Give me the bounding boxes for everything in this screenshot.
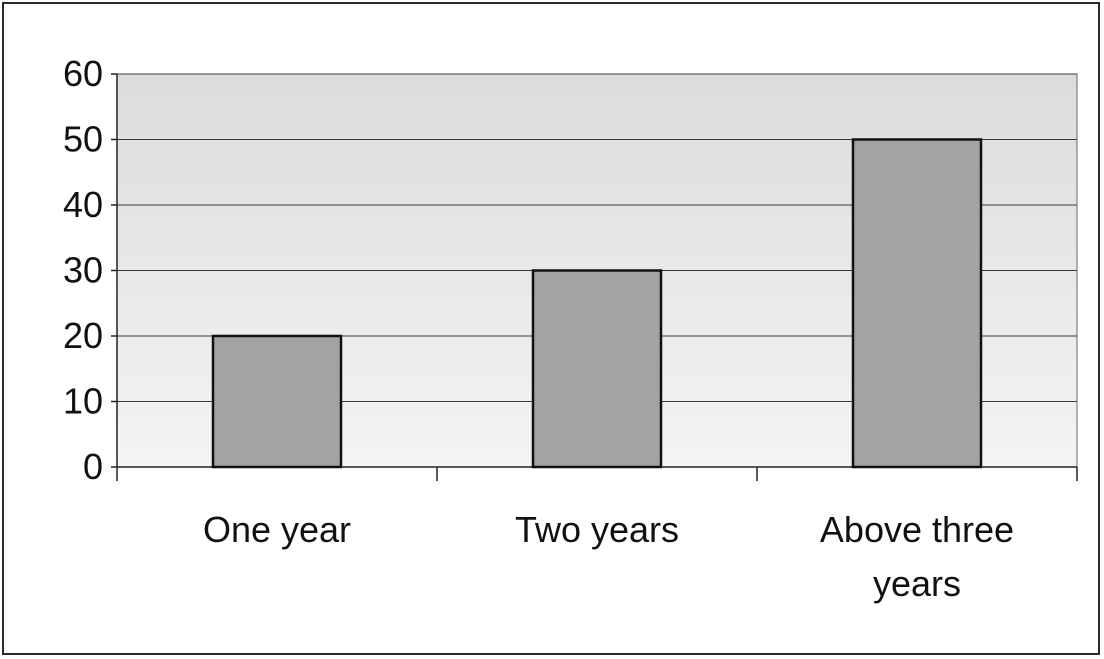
- y-tick-label: 30: [63, 250, 103, 291]
- y-tick-label: 60: [63, 53, 103, 94]
- y-tick-label: 0: [83, 446, 103, 487]
- bar-1: [211, 334, 343, 469]
- y-tick-label: 20: [63, 315, 103, 356]
- y-tick-label: 10: [63, 381, 103, 422]
- category-label: One year: [203, 509, 351, 550]
- y-tick-label: 50: [63, 119, 103, 160]
- category-label: Two years: [515, 509, 679, 550]
- bar-2: [531, 269, 663, 469]
- category-labels: One year Two years Above three years: [203, 509, 1014, 604]
- bar-3: [851, 138, 983, 469]
- y-tick-label: 40: [63, 184, 103, 225]
- category-label: years: [873, 563, 961, 604]
- bars: [211, 138, 983, 469]
- category-label: Above three: [820, 509, 1014, 550]
- y-tick-labels: 0 10 20 30 40 50 60: [63, 53, 103, 487]
